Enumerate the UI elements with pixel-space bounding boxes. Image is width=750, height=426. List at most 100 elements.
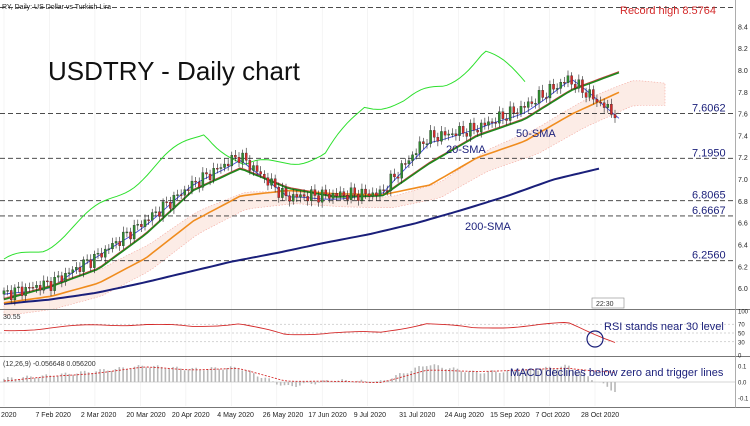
candle-body <box>393 173 396 178</box>
price-tick: 7.6 <box>738 112 748 119</box>
candle-body <box>24 287 27 296</box>
time-label: 26 May 2020 <box>263 412 304 419</box>
sma200-line <box>3 167 600 305</box>
rsi-line <box>3 322 616 343</box>
candle-body <box>299 194 302 198</box>
candle-body <box>331 192 335 199</box>
chikou-line <box>3 50 526 260</box>
candle-body <box>248 160 252 171</box>
candle-body <box>306 196 309 201</box>
level-label: 6.6667 <box>692 205 726 217</box>
candle-body <box>9 290 13 301</box>
candle-body <box>302 194 306 197</box>
candle-body <box>230 155 234 167</box>
candle-body <box>573 84 577 89</box>
candle-body <box>226 163 230 167</box>
time-label: 2 Mar 2020 <box>81 412 117 419</box>
candle-body <box>577 79 581 89</box>
candle-body <box>150 212 154 221</box>
candle-body <box>346 195 349 200</box>
rsi-tick: 30 <box>738 340 745 346</box>
candle-body <box>100 253 103 258</box>
candlesticks <box>2 70 617 306</box>
candle-body <box>498 111 501 124</box>
macd-panel <box>0 364 735 393</box>
candle-body <box>389 173 393 191</box>
candle-body <box>46 280 49 283</box>
macd-tick: 0.0 <box>738 381 747 387</box>
candle-body <box>610 104 613 115</box>
macd-signal-line <box>3 366 616 384</box>
candle-body <box>338 191 342 197</box>
candle-body <box>82 259 85 272</box>
time-label: 7 Feb 2020 <box>35 412 71 419</box>
candle-body <box>263 173 266 178</box>
candle-body <box>20 286 24 296</box>
candle-body <box>436 137 440 142</box>
candle-body <box>545 97 548 99</box>
candle-body <box>71 269 74 273</box>
time-label: 2020 <box>1 412 17 419</box>
candle-body <box>295 194 299 198</box>
candle-body <box>234 155 237 158</box>
candle-body <box>451 133 454 135</box>
time-axis: 2020 7 Feb 2020 2 Mar 2020 20 Mar 2020 20 Ap… <box>1 412 619 419</box>
candle-body <box>183 189 187 196</box>
candle-body <box>31 287 35 289</box>
candle-body <box>284 188 288 196</box>
level-label: 7.1950 <box>692 147 726 159</box>
candle-body <box>411 154 414 161</box>
candle-body <box>396 176 400 179</box>
candle-body <box>566 75 570 83</box>
candle-body <box>357 194 360 201</box>
candle-body <box>584 92 588 98</box>
candle-body <box>541 90 544 98</box>
candle-body <box>42 280 46 291</box>
candle-body <box>479 122 483 133</box>
candle-body <box>313 189 317 196</box>
ichimoku-cloud <box>3 80 666 317</box>
rsi-tick: 0 <box>738 354 742 360</box>
price-tick: 7.2 <box>738 155 748 162</box>
candle-body <box>371 192 375 197</box>
record-high-label: Record high 8.5764 <box>620 5 716 17</box>
candle-body <box>60 275 64 283</box>
candle-body <box>237 157 241 163</box>
candle-body <box>154 211 158 213</box>
candle-body <box>56 275 60 278</box>
candle-body <box>519 106 523 114</box>
price-tick: 8.4 <box>738 24 748 31</box>
candle-body <box>288 195 291 202</box>
candle-body <box>552 84 555 90</box>
macd-tick: 0.1 <box>738 365 747 371</box>
candle-body <box>2 290 6 295</box>
candle-body <box>494 122 497 124</box>
candle-body <box>548 84 552 99</box>
candle-body <box>505 118 508 121</box>
candle-body <box>310 189 313 201</box>
candle-body <box>400 163 403 179</box>
candle-body <box>508 106 512 121</box>
candle-body <box>458 126 461 136</box>
candle-body <box>559 82 563 89</box>
candle-body <box>469 122 472 137</box>
candle-body <box>487 121 490 126</box>
candle-body <box>129 231 132 240</box>
candle-body <box>96 253 100 255</box>
candle-body <box>107 248 111 251</box>
candle-body <box>172 195 176 209</box>
candle-body <box>122 231 125 246</box>
price-tick: 8.0 <box>738 68 748 75</box>
candle-body <box>219 167 223 169</box>
candle-body <box>454 133 458 136</box>
candle-body <box>161 201 165 217</box>
candle-body <box>140 224 143 227</box>
candle-body <box>581 79 584 93</box>
candle-body <box>335 192 338 197</box>
candle-body <box>241 152 244 163</box>
candle-body <box>602 102 606 108</box>
time-label: 31 Jul 2020 <box>399 412 435 419</box>
candle-body <box>526 101 530 108</box>
candle-body <box>501 111 505 119</box>
